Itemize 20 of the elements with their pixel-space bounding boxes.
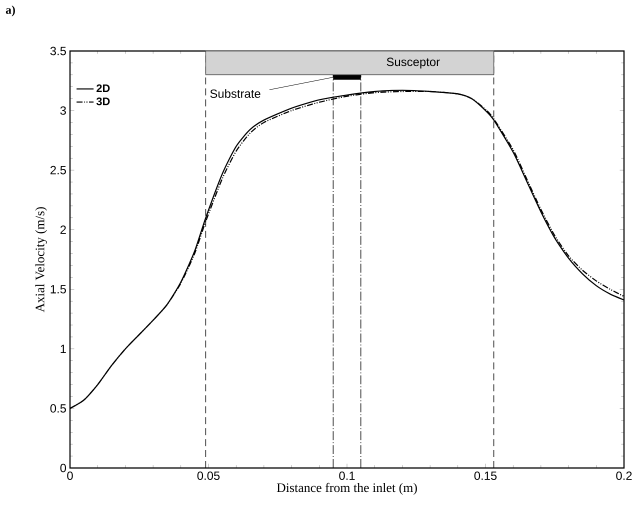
legend-label: 2D	[96, 84, 110, 92]
y-tick-label: 2.5	[50, 166, 66, 174]
x-axis-title: Distance from the inlet (m)	[276, 482, 417, 495]
y-tick-label: 3.5	[50, 46, 66, 56]
y-tick-label: 2	[60, 226, 66, 234]
chart-title: a)	[6, 6, 15, 16]
band-label: Substrate	[210, 89, 260, 98]
x-tick-label: 0.05	[197, 472, 220, 480]
y-tick-label: 0	[60, 464, 66, 472]
y-tick-label: 3	[60, 106, 66, 115]
x-tick-label: 0.15	[474, 472, 497, 480]
x-tick-label: 0	[67, 472, 73, 480]
y-tick-label: 1.5	[50, 285, 66, 294]
y-tick-label: 0.5	[50, 404, 66, 413]
y-tick-label: 1	[60, 344, 66, 353]
legend-label: 3D	[96, 98, 110, 106]
band-label: Susceptor	[386, 58, 440, 68]
x-tick-label: 0.2	[616, 472, 632, 480]
x-tick-label: 0.1	[339, 472, 355, 480]
y-axis-title: Axial Velocity (m/s)	[35, 207, 48, 312]
